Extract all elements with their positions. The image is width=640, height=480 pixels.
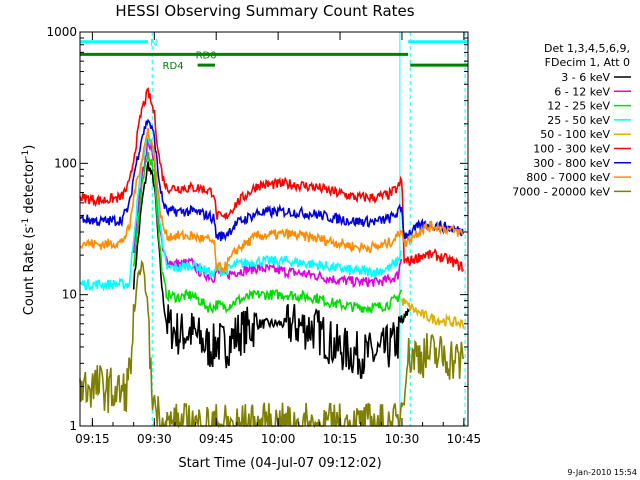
y-axis-label-suffix: ) [22,145,37,150]
legend-label-4: 50 - 100 keV [540,128,610,141]
x-tick-label-0: 09:15 [75,432,110,446]
legend: Det 1,3,4,5,6,9, FDecim 1, Att 0 3 - 6 k… [512,42,631,198]
y-tick-label-2: 100 [54,156,77,170]
y-axis-label-exp1: -1 [21,218,31,227]
y-axis-label-prefix: Count Rate (s [22,227,37,316]
series-line-1 [132,136,403,288]
flag-label-2: RD4 [163,61,184,72]
y-axis-label-mid: detector [22,158,37,218]
plot-area: N RD0 RD4 [79,32,468,429]
series-line-2 [132,151,403,315]
legend-label-5: 100 - 300 keV [533,143,610,156]
x-tick-label-5: 10:30 [385,432,420,446]
legend-label-7: 800 - 7000 keV [526,171,610,184]
flag-label-0: N [150,38,157,49]
legend-label-6: 300 - 800 keV [533,157,610,170]
legend-label-0: 3 - 6 keV [561,71,610,84]
series-line-7 [79,127,464,273]
x-tick-label-3: 10:00 [261,432,296,446]
series-line-6 [79,118,464,242]
x-tick-label-4: 10:15 [323,432,358,446]
legend-label-8: 7000 - 20000 keV [512,185,610,198]
chart-title: HESSI Observing Summary Count Rates [115,2,414,20]
legend-label-2: 12 - 25 keV [547,100,610,113]
x-tick-label-1: 09:30 [137,432,172,446]
y-tick-label-0: 1 [69,419,77,433]
series-line-8 [79,259,464,429]
legend-header-line-1: Det 1,3,4,5,6,9, [544,42,630,55]
plot-frame [79,31,469,427]
series-line-5 [79,87,464,272]
series-line-0 [132,161,411,379]
x-tick-label-2: 09:45 [199,432,234,446]
x-axis-label: Start Time (04-Jul-07 09:12:02) [178,456,381,471]
legend-header-line-2: FDecim 1, Att 0 [545,56,630,69]
series-line-4 [401,297,465,330]
legend-label-1: 6 - 12 keV [554,85,610,98]
y-tick-label-1: 10 [62,288,77,302]
footer-timestamp: 9-Jan-2010 15:54 [567,468,637,477]
y-axis-label: Count Rate (s-1 detector-1) [21,145,37,316]
series-line-3 [79,129,403,292]
y-tick-label-3: 1000 [46,25,77,39]
legend-label-3: 25 - 50 keV [547,114,610,127]
axes: 09:15 09:30 09:45 10:00 10:15 10:30 10:45 1 10 10… [46,25,481,446]
y-axis-label-exp2: -1 [21,150,31,159]
flag-label-1: RD0 [196,50,217,61]
x-tick-label-6: 10:45 [447,432,482,446]
